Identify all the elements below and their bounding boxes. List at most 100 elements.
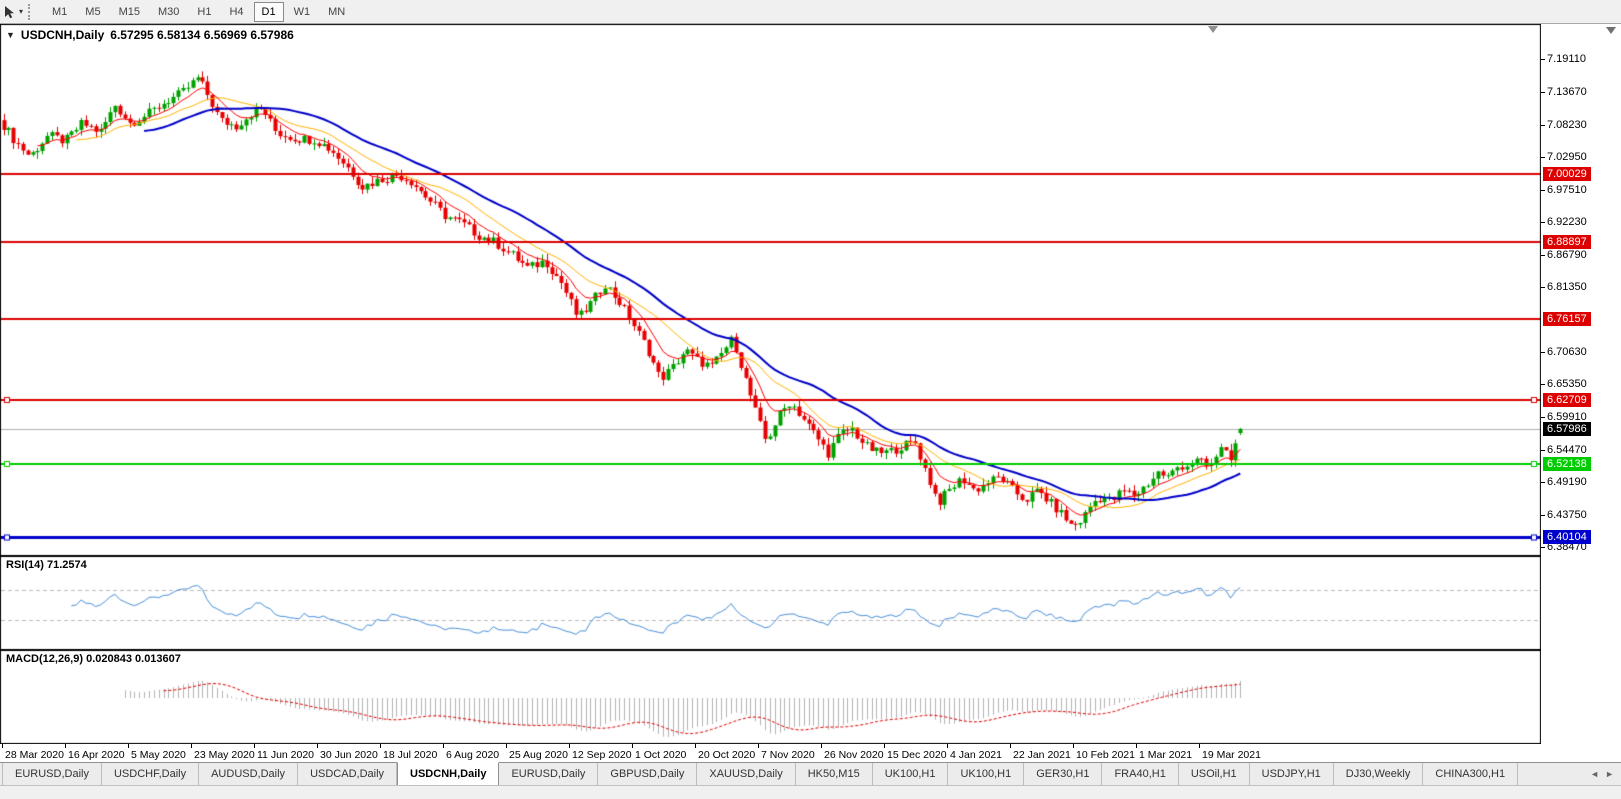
axis-tick bbox=[1541, 125, 1545, 126]
date-tick bbox=[632, 744, 633, 748]
hline-price-label: 6.76157 bbox=[1543, 311, 1591, 326]
date-tick bbox=[821, 744, 822, 748]
date-tick bbox=[758, 744, 759, 748]
chart-tab-dj30-weekly[interactable]: DJ30,Weekly bbox=[1334, 763, 1424, 785]
axis-tick-label: 6.43750 bbox=[1547, 509, 1587, 522]
chart-tab-xauusd-daily[interactable]: XAUUSD,Daily bbox=[697, 763, 796, 785]
macd-chart-canvas[interactable] bbox=[0, 650, 1541, 744]
price-scale-arrow-icon bbox=[1606, 27, 1616, 34]
timeframe-button-h4[interactable]: H4 bbox=[229, 5, 244, 18]
chart-tab-eurusd-daily[interactable]: EURUSD,Daily bbox=[499, 763, 599, 785]
hline-price-label: 6.62709 bbox=[1543, 393, 1591, 408]
chart-tab-eurusd-daily[interactable]: EURUSD,Daily bbox=[2, 763, 102, 785]
price-chart-canvas[interactable] bbox=[0, 24, 1541, 556]
axis-tick bbox=[1541, 222, 1545, 223]
macd-indicator-panel: MACD(12,26,9) 0.020843 0.013607 0.038638… bbox=[0, 650, 1621, 744]
date-tick bbox=[569, 744, 570, 748]
date-label: 22 Jan 2021 bbox=[1013, 749, 1071, 761]
date-tick bbox=[128, 744, 129, 748]
chart-tab-fra40-h1[interactable]: FRA40,H1 bbox=[1102, 763, 1179, 785]
axis-tick bbox=[1541, 417, 1545, 418]
axis-tick bbox=[1541, 92, 1545, 93]
rsi-chart-canvas[interactable] bbox=[0, 556, 1541, 650]
date-label: 7 Nov 2020 bbox=[761, 749, 815, 761]
date-label: 12 Sep 2020 bbox=[572, 749, 632, 761]
chart-tab-hk50-m15[interactable]: HK50,M15 bbox=[796, 763, 873, 785]
axis-tick bbox=[1541, 190, 1545, 191]
date-tick bbox=[380, 744, 381, 748]
axis-tick-label: 7.13670 bbox=[1547, 85, 1587, 98]
axis-tick-label: 6.49190 bbox=[1547, 476, 1587, 489]
date-label: 30 Jun 2020 bbox=[320, 749, 378, 761]
tab-scroll-right-icon[interactable]: ► bbox=[1605, 769, 1614, 779]
timeframe-button-w1[interactable]: W1 bbox=[293, 5, 311, 18]
axis-tick bbox=[1541, 255, 1545, 256]
timeframe-button-m15[interactable]: M15 bbox=[118, 5, 140, 18]
date-axis: 28 Mar 2020 16 Apr 2020 5 May 2020 23 May 2… bbox=[0, 744, 1621, 762]
chart-ohlc: 6.57295 6.58134 6.56969 6.57986 bbox=[110, 28, 294, 42]
chart-title: ▼ USDCNH,Daily 6.57295 6.58134 6.56969 6… bbox=[6, 28, 294, 42]
date-tick bbox=[65, 744, 66, 748]
chart-tab-usdchf-daily[interactable]: USDCHF,Daily bbox=[102, 763, 200, 785]
hline-price-label: 6.88897 bbox=[1543, 234, 1591, 249]
axis-tick-label: 6.59910 bbox=[1547, 411, 1587, 424]
axis-tick bbox=[1541, 547, 1545, 548]
axis-tick-label: 6.81350 bbox=[1547, 281, 1587, 294]
date-label: 19 Mar 2021 bbox=[1202, 749, 1261, 761]
date-label: 1 Mar 2021 bbox=[1139, 749, 1193, 761]
axis-tick bbox=[1541, 515, 1545, 516]
timeframe-button-m5[interactable]: M5 bbox=[85, 5, 101, 18]
timeframe-buttons: M1 M5 M15 M30 H1 H4 D1 W1 MN bbox=[39, 0, 358, 24]
chart-tab-china300-h1[interactable]: CHINA300,H1 bbox=[1423, 763, 1519, 785]
toolbar-drag-handle[interactable] bbox=[28, 3, 33, 20]
timeframe-button-mn[interactable]: MN bbox=[328, 5, 346, 18]
date-tick bbox=[506, 744, 507, 748]
timeframe-button-m30[interactable]: M30 bbox=[157, 5, 180, 18]
date-tick bbox=[2, 744, 3, 748]
date-tick bbox=[695, 744, 696, 748]
chart-tab-uk100-h1[interactable]: UK100,H1 bbox=[873, 763, 949, 785]
chart-tab-audusd-daily[interactable]: AUDUSD,Daily bbox=[199, 763, 299, 785]
axis-tick-label: 7.08230 bbox=[1547, 118, 1587, 131]
axis-tick-label: 6.97510 bbox=[1547, 183, 1587, 196]
tab-scroll-left-icon[interactable]: ◄ bbox=[1590, 769, 1600, 779]
axis-tick-label: 6.65350 bbox=[1547, 378, 1587, 391]
chart-tab-ger30-h1[interactable]: GER30,H1 bbox=[1024, 763, 1103, 785]
date-label: 10 Feb 2021 bbox=[1076, 749, 1135, 761]
chart-tab-gbpusd-daily[interactable]: GBPUSD,Daily bbox=[598, 763, 698, 785]
axis-tick bbox=[1541, 59, 1545, 60]
chart-shift-marker[interactable] bbox=[1208, 26, 1218, 33]
date-tick bbox=[254, 744, 255, 748]
axis-tick-label: 7.02950 bbox=[1547, 150, 1587, 163]
date-tick bbox=[1136, 744, 1137, 748]
collapse-arrow-icon[interactable]: ▼ bbox=[6, 30, 15, 40]
axis-tick-label: 7.19110 bbox=[1547, 52, 1586, 65]
date-tick bbox=[1199, 744, 1200, 748]
timeframe-button-m1[interactable]: M1 bbox=[52, 5, 68, 18]
rsi-indicator-panel: RSI(14) 71.2574 10070300 bbox=[0, 556, 1621, 650]
axis-tick bbox=[1541, 384, 1545, 385]
chart-tab-usdcnh-daily[interactable]: USDCNH,Daily bbox=[397, 762, 500, 785]
chart-tab-usdcad-daily[interactable]: USDCAD,Daily bbox=[298, 763, 398, 785]
date-label: 11 Jun 2020 bbox=[257, 749, 315, 761]
timeframe-toolbar: ▾ M1 M5 M15 M30 H1 H4 D1 W1 MN bbox=[0, 0, 1621, 24]
date-label: 15 Dec 2020 bbox=[887, 749, 947, 761]
axis-tick bbox=[1541, 352, 1545, 353]
timeframe-button-d1[interactable]: D1 bbox=[253, 1, 284, 22]
hline-price-label: 6.52138 bbox=[1543, 457, 1591, 472]
cursor-tool-button[interactable]: ▾ bbox=[0, 5, 26, 19]
date-label: 20 Oct 2020 bbox=[698, 749, 756, 761]
date-tick bbox=[1073, 744, 1074, 748]
date-label: 5 May 2020 bbox=[131, 749, 186, 761]
chart-tab-uk100-h1[interactable]: UK100,H1 bbox=[948, 763, 1025, 785]
chart-tab-usoil-h1[interactable]: USOil,H1 bbox=[1179, 763, 1250, 785]
chart-symbol: USDCNH,Daily bbox=[20, 28, 105, 42]
date-label: 16 Apr 2020 bbox=[68, 749, 125, 761]
date-tick bbox=[317, 744, 318, 748]
date-label: 18 Jul 2020 bbox=[383, 749, 438, 761]
hline-price-label: 7.00029 bbox=[1543, 167, 1591, 182]
axis-tick bbox=[1541, 450, 1545, 451]
timeframe-button-h1[interactable]: H1 bbox=[197, 5, 212, 18]
chart-tab-usdjpy-h1[interactable]: USDJPY,H1 bbox=[1250, 763, 1334, 785]
